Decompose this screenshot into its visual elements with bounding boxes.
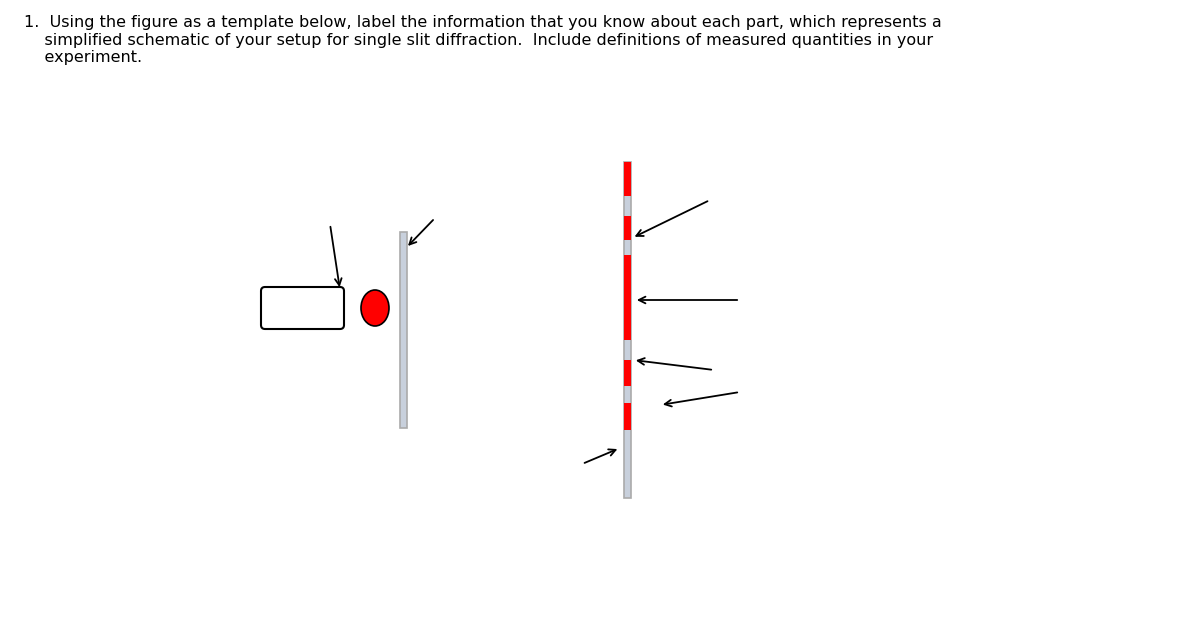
Bar	[400, 232, 407, 428]
Bar	[624, 360, 630, 386]
Text: 1.  Using the figure as a template below, label the information that you know ab: 1. Using the figure as a template below,…	[24, 15, 942, 65]
Bar	[624, 162, 630, 498]
Ellipse shape	[361, 290, 389, 326]
Bar	[624, 255, 630, 340]
Bar	[624, 162, 630, 196]
FancyBboxPatch shape	[262, 287, 344, 329]
Bar	[624, 216, 630, 240]
Bar	[624, 403, 630, 430]
